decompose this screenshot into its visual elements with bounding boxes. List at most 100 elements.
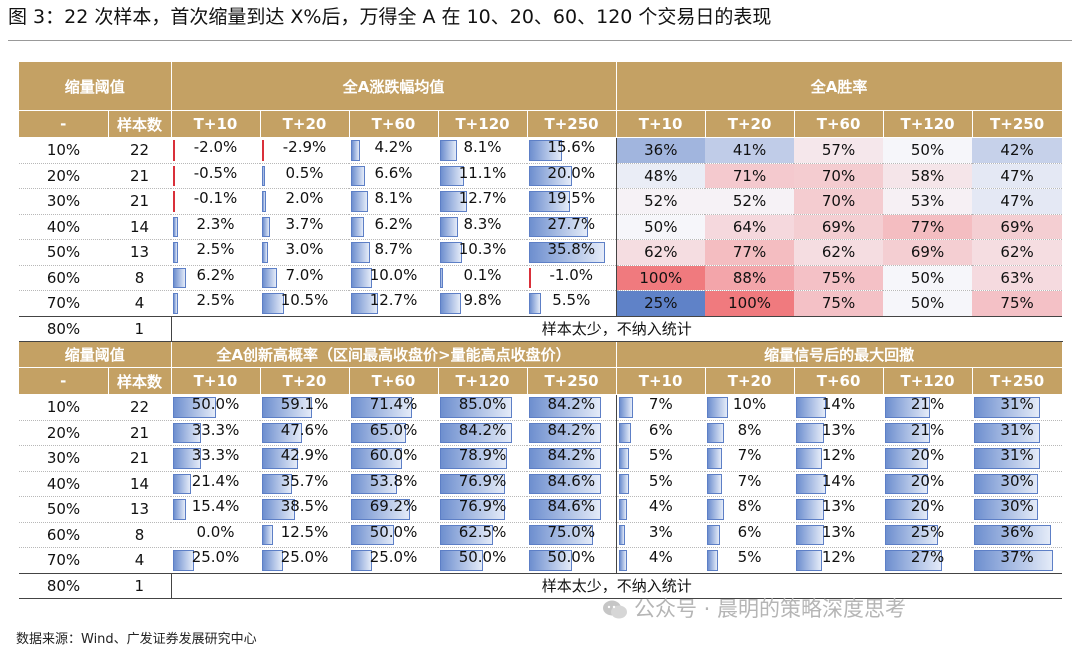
drawdown-cell: 12%	[794, 445, 884, 472]
return-cell: 15.6%	[527, 137, 617, 164]
data-bar	[351, 473, 397, 494]
cell-content: 25.0%	[349, 548, 438, 572]
cell-content: 8.1%	[349, 189, 438, 213]
cell-content: 6.6%	[349, 164, 438, 188]
cell-value: -2.9%	[282, 138, 327, 156]
cell-content: 0.0%	[171, 523, 260, 547]
data-bar	[529, 550, 572, 571]
cell-content: 59.1%	[260, 395, 349, 419]
cell-content: 13%	[794, 523, 883, 547]
cell-value: 12%	[821, 446, 856, 464]
winrate-cell: 62%	[972, 239, 1063, 266]
cell-content: 15.6%	[527, 138, 615, 162]
drawdown-cell: 13%	[794, 496, 884, 523]
newhigh-cell: 42.9%	[260, 445, 350, 472]
cell-value: 21.4%	[191, 471, 240, 490]
data-bar	[440, 242, 462, 263]
newhigh-cell: 47.6%	[260, 420, 350, 446]
cell-value: 33.3%	[191, 446, 240, 464]
cell-content: 14%	[794, 395, 883, 419]
table-row: 50% 13 2.5% 3.0% 8.7% 10.3% 35.8% 62% 77% 62% 69% 6…	[19, 239, 1063, 266]
cell-value: 14%	[821, 395, 856, 413]
cell-value: -0.1%	[193, 189, 238, 207]
header-period-tplus10: T+10	[616, 367, 706, 395]
threshold-cell: 10%	[19, 394, 108, 421]
cell-content: 65.0%	[349, 421, 438, 445]
cell-content: 50.0%	[527, 548, 615, 572]
cell-content: 10.5%	[260, 291, 349, 315]
data-bar	[707, 524, 720, 545]
samples-cell: 21	[108, 163, 172, 189]
data-bar	[440, 216, 458, 237]
drawdown-cell: 6%	[705, 522, 795, 548]
return-cell: 9.8%	[438, 290, 528, 317]
samples-cell: 1	[108, 573, 172, 599]
winrate-cell: 42%	[972, 137, 1063, 164]
winrate-cell: 69%	[972, 214, 1063, 240]
drawdown-cell: 13%	[794, 522, 884, 548]
cell-value: 12.7%	[369, 291, 418, 309]
cell-value: 84.2%	[547, 395, 596, 413]
cell-content: 14%	[794, 472, 883, 496]
note-row: 80% 1 样本太少，不纳入统计	[19, 573, 1063, 599]
cell-value: 3.0%	[285, 240, 324, 258]
data-bar	[440, 140, 458, 161]
return-cell: 7.0%	[260, 265, 350, 291]
cell-value: 50.0%	[369, 522, 418, 541]
winrate-cell: 47%	[972, 163, 1063, 189]
winrate-cell: 75%	[794, 290, 884, 317]
data-bar	[440, 267, 444, 288]
header-period-tplus250: T+250	[972, 367, 1063, 395]
data-bar	[885, 473, 928, 494]
return-cell: 0.5%	[260, 163, 350, 189]
data-bar	[351, 448, 403, 469]
data-bar	[173, 242, 179, 263]
cell-content: 6.2%	[349, 215, 438, 239]
winrate-cell: 48%	[616, 163, 706, 189]
cell-value: 25.0%	[369, 548, 418, 566]
cell-value: 42.9%	[280, 446, 329, 464]
cell-value: 84.2%	[547, 420, 596, 439]
data-source: 数据来源：Wind、广发证券发展研究中心	[16, 632, 257, 647]
cell-value: 78.9%	[458, 446, 507, 464]
cell-content: 10.3%	[438, 240, 527, 264]
threshold-cell: 80%	[19, 316, 108, 342]
header-period-tplus10: T+10	[616, 110, 706, 138]
cell-value: 7%	[648, 395, 673, 413]
cell-value: 59.1%	[280, 395, 329, 413]
cell-content: 6%	[617, 421, 706, 445]
drawdown-cell: 37%	[972, 547, 1063, 574]
negative-bar	[529, 267, 532, 288]
cell-content: -2.9%	[260, 138, 349, 162]
cell-content: 25.0%	[171, 548, 260, 572]
drawdown-cell: 10%	[705, 394, 795, 421]
samples-cell: 4	[108, 547, 172, 574]
return-cell: 3.7%	[260, 214, 350, 240]
cell-content: 13%	[794, 497, 883, 521]
header-period-tplus120: T+120	[883, 110, 973, 138]
data-bar	[173, 216, 178, 237]
data-bar	[707, 422, 725, 443]
cell-content: 0.5%	[260, 164, 349, 188]
data-bar	[618, 422, 632, 443]
cell-content: 0.1%	[438, 266, 527, 290]
drawdown-cell: 5%	[616, 471, 706, 497]
header-period-tplus20: T+20	[260, 110, 350, 138]
winrate-cell: 52%	[616, 188, 706, 215]
header-period-tplus20: T+20	[705, 110, 795, 138]
header-period-tplus250: T+250	[972, 110, 1063, 138]
drawdown-cell: 20%	[883, 496, 973, 523]
header-row-periods-2: - 样本数 T+10 T+20 T+60 T+120 T+250 T+10 T+20 T+60 T+…	[19, 367, 1063, 395]
header-period-tplus250: T+250	[527, 367, 617, 395]
header-row-top: 缩量阈值 全A涨跌幅均值 全A胜率	[19, 62, 1063, 111]
return-cell: -2.0%	[171, 137, 261, 164]
cell-content: 8%	[705, 421, 794, 445]
cell-content: -0.1%	[171, 189, 260, 213]
return-cell: 2.3%	[171, 214, 261, 240]
drawdown-cell: 30%	[972, 471, 1063, 497]
data-bar	[796, 524, 824, 545]
newhigh-cell: 84.6%	[527, 471, 617, 497]
newhigh-cell: 62.5%	[438, 522, 528, 548]
threshold-cell: 50%	[19, 496, 108, 523]
threshold-cell: 60%	[19, 522, 108, 548]
